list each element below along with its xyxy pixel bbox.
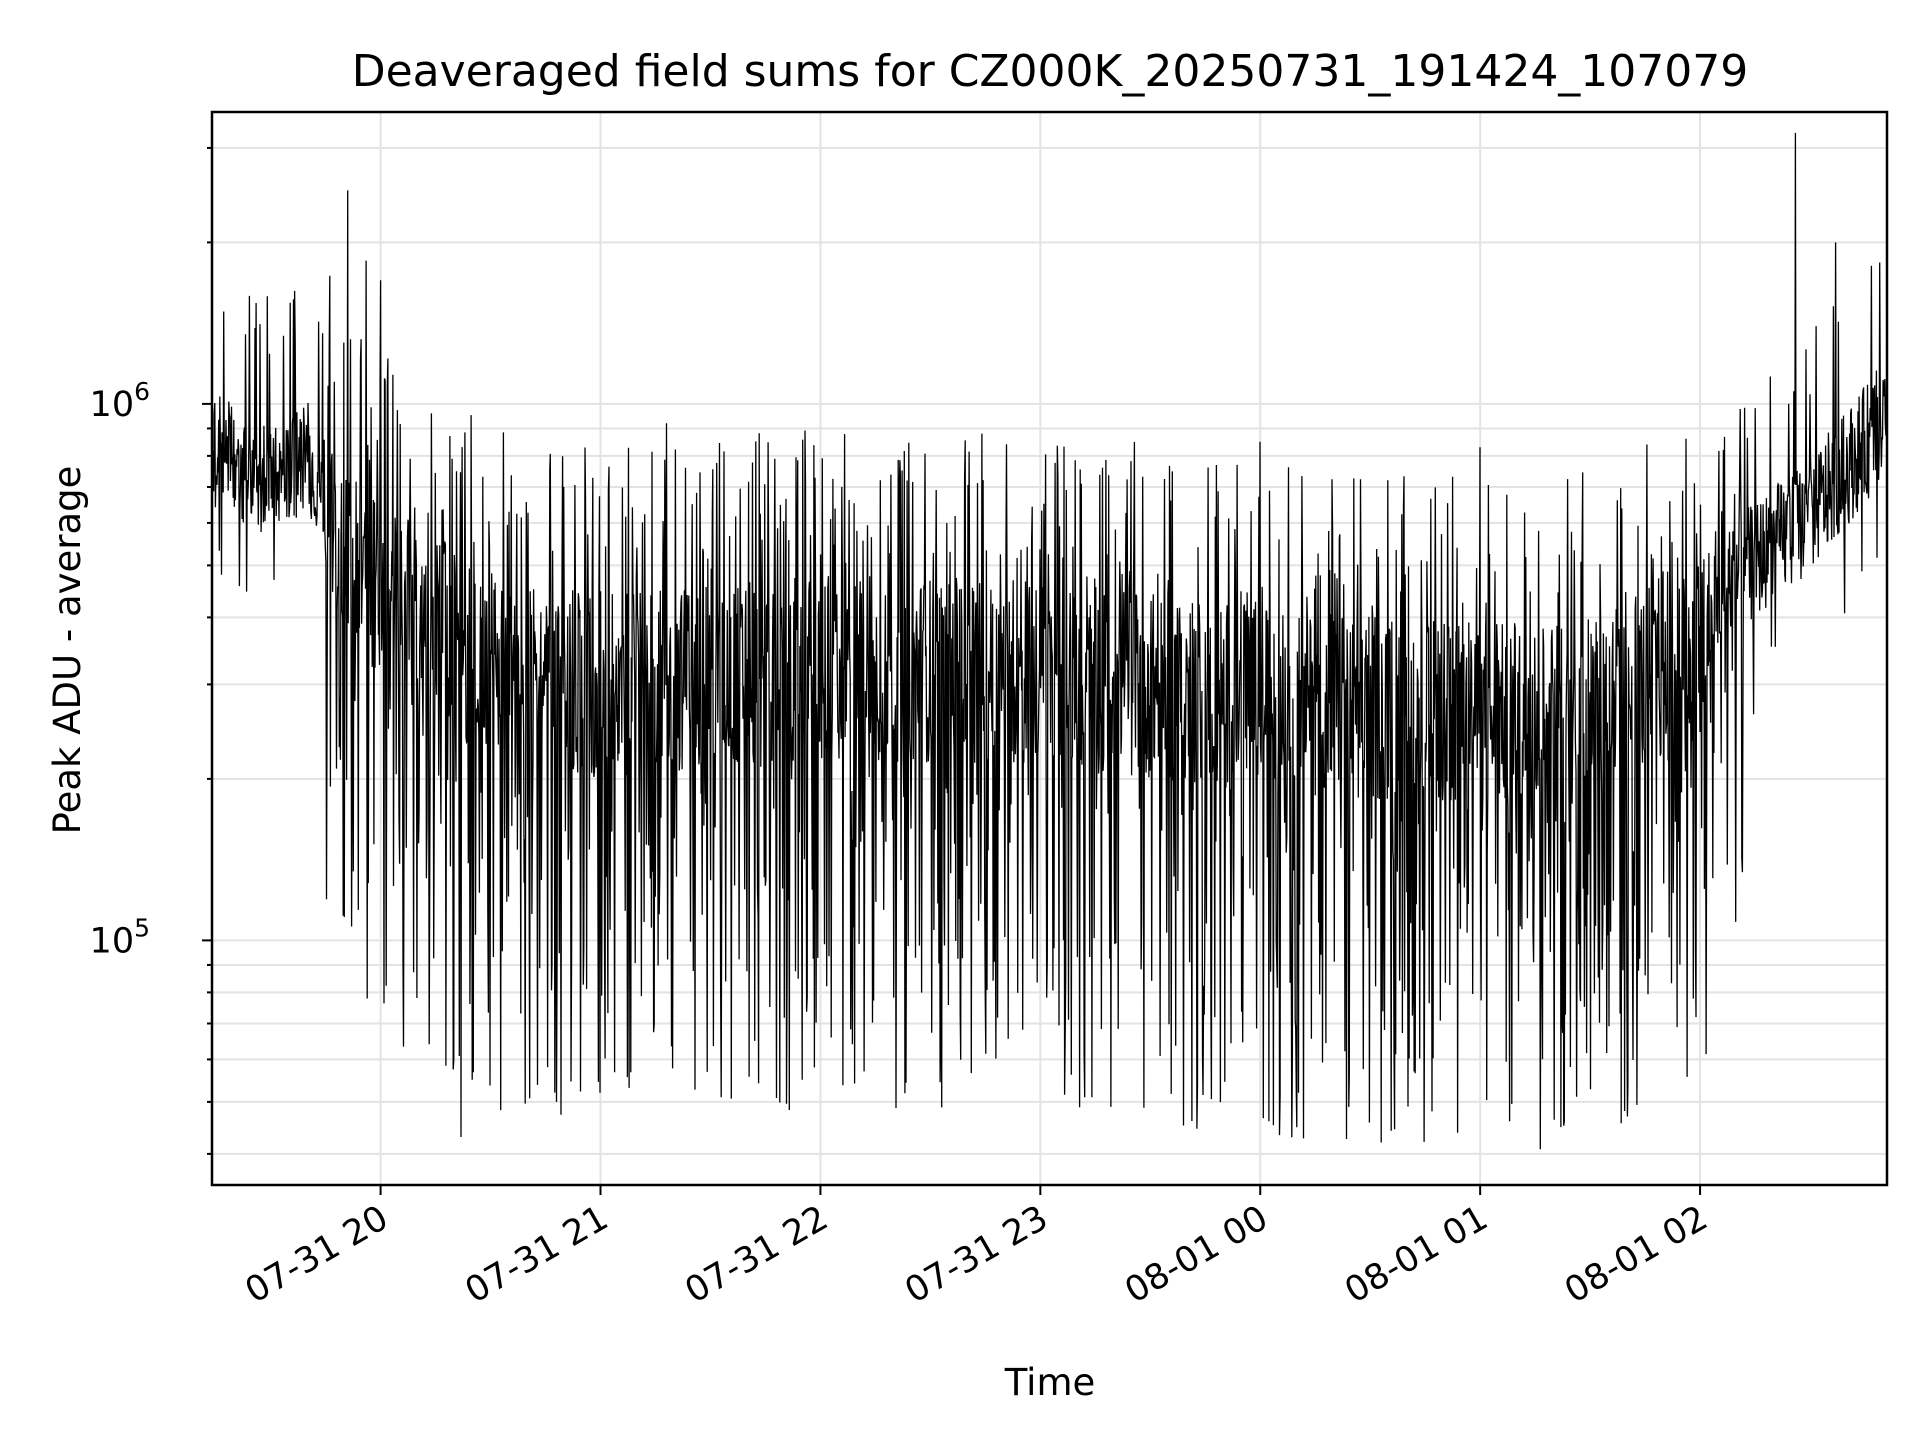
x-tick-label: 07-31 22 [679,1198,835,1311]
y-tick-label: 105 [90,913,150,961]
x-tick-label: 08-01 02 [1558,1198,1714,1311]
plot-area [211,132,1888,1150]
x-tick-label: 07-31 21 [459,1198,615,1311]
axes-frame [210,110,1889,1187]
x-tick-label: 07-31 23 [899,1198,1055,1311]
x-tick-label: 08-01 01 [1338,1198,1494,1311]
x-tick-label: 08-01 00 [1118,1198,1274,1311]
y-axis-label: Peak ADU - average [46,466,89,835]
series-line [211,132,1888,1150]
x-axis-label: Time [1004,1361,1096,1404]
chart-title: Deaveraged field sums for CZ000K_2025073… [352,46,1749,97]
x-tick-label: 07-31 20 [239,1198,395,1311]
y-tick-label: 106 [90,377,150,425]
